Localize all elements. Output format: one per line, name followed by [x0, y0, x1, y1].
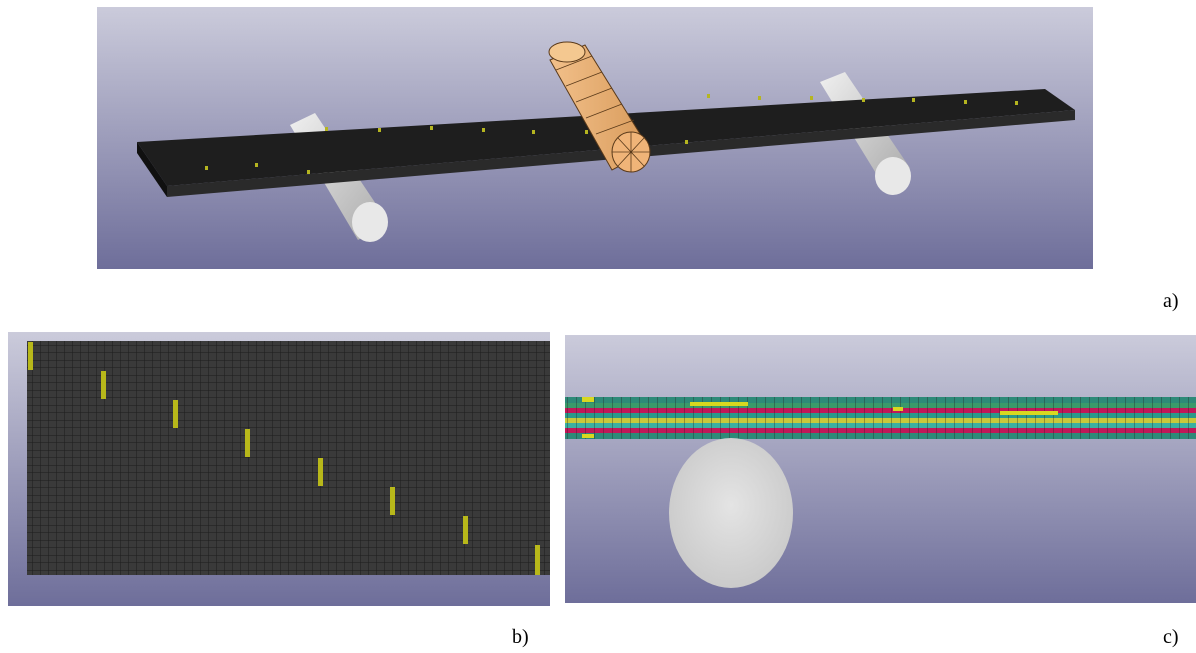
label: c)	[1163, 626, 1179, 648]
label: b)	[512, 626, 529, 648]
panel-c	[565, 335, 1196, 603]
panel-a	[97, 7, 1093, 269]
roller-end	[352, 202, 388, 242]
roller-end	[875, 157, 911, 195]
label: a)	[1163, 290, 1179, 312]
page: a) b) c) (()	[0, 0, 1196, 653]
panel-b	[8, 332, 550, 606]
load-cylinder-top	[549, 42, 585, 62]
laminate-layers	[565, 397, 1196, 439]
viewport-background	[565, 335, 1196, 603]
figure: a) b) c)	[0, 0, 1196, 653]
support-roller	[669, 438, 793, 588]
